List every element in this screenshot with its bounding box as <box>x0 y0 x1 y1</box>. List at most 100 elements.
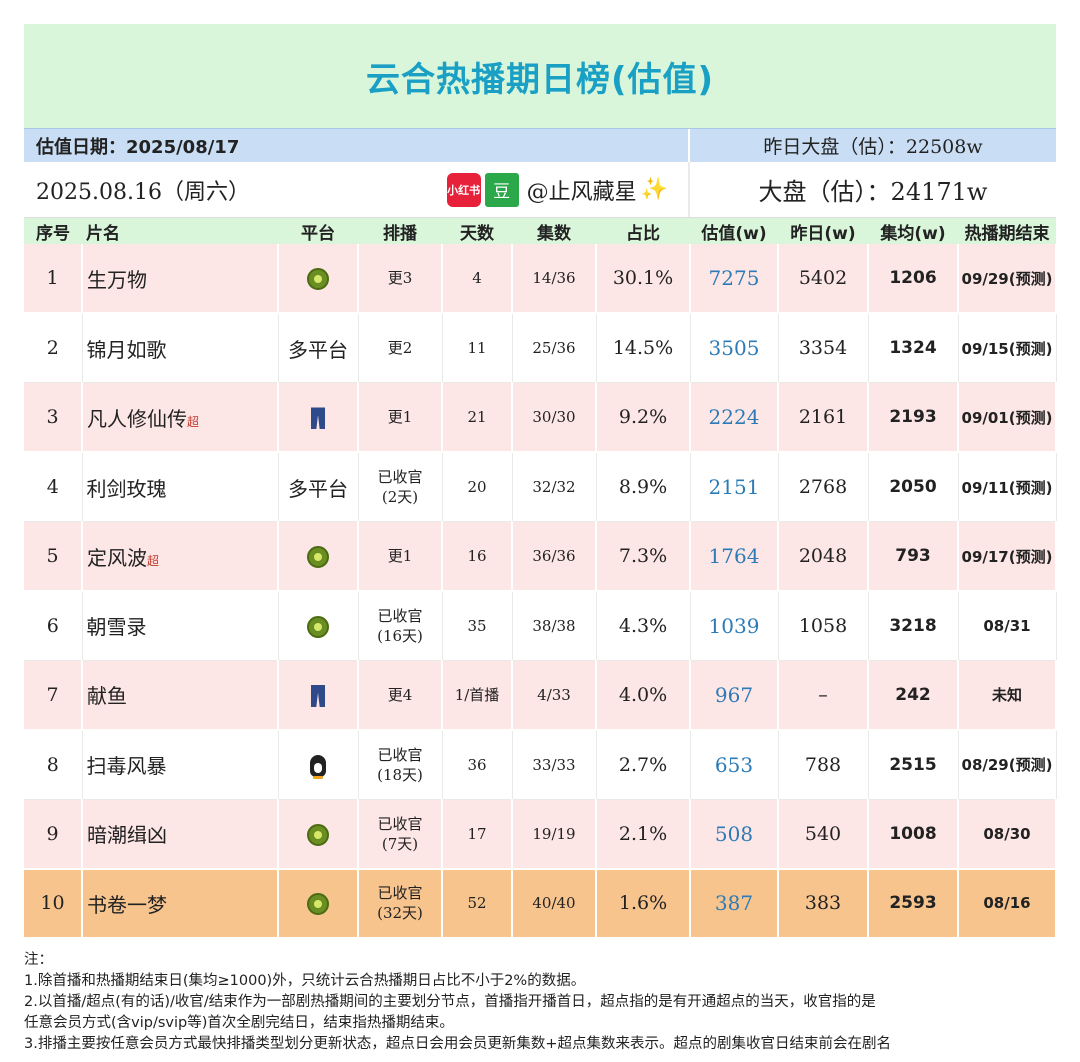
yesterday-cell: 1058 <box>778 590 869 661</box>
episodes-cell: 4/33 <box>512 660 597 731</box>
average-cell: 1324 <box>868 313 959 384</box>
show-title: 书卷一梦 <box>87 892 167 917</box>
share-cell: 1.6% <box>596 868 691 939</box>
kiwi-icon <box>307 546 329 569</box>
average-cell: 793 <box>868 521 959 592</box>
end-cell: 08/30 <box>958 799 1057 870</box>
table-row: 8 扫毒风暴 已收官 (18天) 36 33/33 2.7% 653 788 2515 08/29… <box>24 729 1057 800</box>
kiwi-icon <box>307 823 329 846</box>
average-cell: 1206 <box>868 244 959 315</box>
episodes-cell: 40/40 <box>512 868 597 939</box>
days-cell: 11 <box>442 313 513 384</box>
episodes-cell: 33/33 <box>512 729 597 800</box>
rank-cell: 9 <box>24 799 83 870</box>
title-cell: 定风波超 <box>82 521 279 592</box>
estimate-cell: 7275 <box>690 244 779 315</box>
end-cell: 未知 <box>958 660 1057 731</box>
rank-cell: 10 <box>24 868 83 939</box>
rank-cell: 2 <box>24 313 83 384</box>
total-estimate: 大盘（估）：24171w <box>688 162 1056 217</box>
show-title: 利剑玫瑰 <box>86 476 167 501</box>
schedule-cell: 更1 <box>358 521 443 592</box>
platform-cell <box>278 244 359 315</box>
average-cell: 2593 <box>868 868 959 939</box>
average-cell: 242 <box>868 660 959 731</box>
average-cell: 2193 <box>868 382 959 454</box>
share-cell: 14.5% <box>596 313 691 384</box>
col-estimate: 估值(w) <box>701 223 767 244</box>
episodes-cell: 14/36 <box>512 244 597 315</box>
show-title: 暗潮缉凶 <box>87 823 167 848</box>
rank-cell: 3 <box>24 382 83 454</box>
share-cell: 4.0% <box>596 660 691 731</box>
kiwi-icon <box>307 616 329 639</box>
days-cell: 1/首播 <box>442 660 513 731</box>
jeans-icon <box>311 685 325 708</box>
days-cell: 20 <box>442 452 513 523</box>
schedule-cell: 已收官 (32天) <box>358 868 443 939</box>
yesterday-cell: 788 <box>778 729 869 800</box>
title-cell: 凡人修仙传超 <box>82 382 279 454</box>
notes-line: 2.以首播/超点(有的话)/收官/结束作为一部剧热播期间的主要划分节点，首播指开… <box>24 994 876 1010</box>
average-cell: 1008 <box>868 799 959 870</box>
yesterday-total: 昨日大盘（估）：22508w <box>688 129 1056 162</box>
estimate-cell: 387 <box>690 868 779 939</box>
schedule-text: 已收官 (7天) <box>377 814 423 853</box>
penguin-icon <box>310 754 326 779</box>
schedule-text: 更1 <box>387 408 413 427</box>
schedule-cell: 更2 <box>358 313 443 384</box>
title-cell: 朝雪录 <box>82 590 279 661</box>
title-cell: 献鱼 <box>82 660 279 731</box>
table-row: 3 凡人修仙传超 更1 21 30/30 9.2% 2224 2161 2193 09/01(预测… <box>24 382 1057 454</box>
average-cell: 3218 <box>868 590 959 661</box>
platform-cell <box>278 521 359 592</box>
date-line: 2025.08.16（周六） <box>36 179 250 205</box>
title-cell: 锦月如歌 <box>82 313 279 384</box>
page-title: 云合热播期日榜(估值) <box>24 24 1056 128</box>
table-row: 6 朝雪录 已收官 (16天) 35 38/38 4.3% 1039 1058 3218 08/3… <box>24 590 1057 661</box>
schedule-cell: 已收官 (16天) <box>358 590 443 661</box>
end-cell: 09/11(预测) <box>958 452 1057 523</box>
table-row: 1 生万物 更3 4 14/36 30.1% 7275 5402 1206 09/29(预测) <box>24 244 1057 315</box>
col-schedule: 排播 <box>383 223 417 244</box>
episodes-cell: 25/36 <box>512 313 597 384</box>
schedule-text: 更3 <box>387 269 413 288</box>
show-title: 献鱼 <box>87 684 127 709</box>
show-title: 朝雪录 <box>86 615 147 640</box>
yesterday-cell: 540 <box>778 799 869 870</box>
schedule-cell: 已收官 (7天) <box>358 799 443 870</box>
table-row: 10 书卷一梦 已收官 (32天) 52 40/40 1.6% 387 383 2593 08/1… <box>24 868 1057 939</box>
kiwi-icon <box>307 268 329 291</box>
kiwi-icon <box>307 893 329 916</box>
title-cell: 书卷一梦 <box>82 868 279 939</box>
schedule-text: 已收官 (16天) <box>377 606 423 645</box>
end-cell: 09/29(预测) <box>958 244 1057 315</box>
yesterday-cell: 2048 <box>778 521 869 592</box>
notes-line: 1.除首播和热播期结束日(集均≥1000)外，只统计云合热播期日占比不小于2%的… <box>24 973 586 989</box>
table-row: 5 定风波超 更1 16 36/36 7.3% 1764 2048 793 09/17(预测) <box>24 521 1057 592</box>
share-cell: 30.1% <box>596 244 691 315</box>
end-cell: 08/16 <box>958 868 1057 939</box>
estimate-cell: 2151 <box>690 452 779 523</box>
title-cell: 暗潮缉凶 <box>82 799 279 870</box>
show-title: 定风波 <box>87 545 147 570</box>
episodes-cell: 30/30 <box>512 382 597 454</box>
estimate-cell: 967 <box>690 660 779 731</box>
notes-line: 任意会员方式(含vip/svip等)首次全剧完结日，结束指热播期结束。 <box>24 1015 454 1031</box>
episodes-cell: 19/19 <box>512 799 597 870</box>
col-end: 热播期结束 <box>964 223 1050 244</box>
table-row: 7 献鱼 更4 1/首播 4/33 4.0% 967–242 未知 <box>24 660 1057 731</box>
end-cell: 08/31 <box>958 590 1057 661</box>
show-title: 锦月如歌 <box>86 337 167 362</box>
platform-cell <box>278 660 359 731</box>
yesterday-cell: 383 <box>778 868 869 939</box>
share-cell: 2.1% <box>596 799 691 870</box>
platform-cell <box>278 868 359 939</box>
col-share: 占比 <box>626 223 660 244</box>
rank-cell: 4 <box>24 452 83 523</box>
ranking-sheet: 云合热播期日榜(估值) 估值日期：2025/08/17 昨日大盘（估）：2250… <box>24 24 1057 939</box>
days-cell: 4 <box>442 244 513 315</box>
schedule-cell: 已收官 (2天) <box>358 452 443 523</box>
douban-icon: 豆 <box>484 172 519 207</box>
super-mark: 超 <box>147 553 160 568</box>
